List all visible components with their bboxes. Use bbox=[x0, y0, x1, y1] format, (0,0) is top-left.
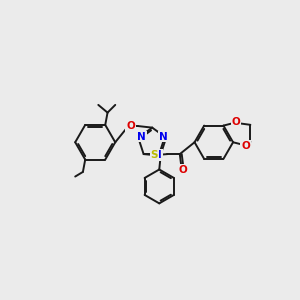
Text: O: O bbox=[126, 121, 135, 131]
Text: N: N bbox=[153, 150, 162, 160]
Text: N: N bbox=[137, 132, 146, 142]
Text: S: S bbox=[151, 150, 158, 160]
Text: O: O bbox=[241, 141, 250, 151]
Text: O: O bbox=[178, 165, 187, 175]
Text: O: O bbox=[231, 117, 240, 127]
Text: N: N bbox=[159, 132, 167, 142]
